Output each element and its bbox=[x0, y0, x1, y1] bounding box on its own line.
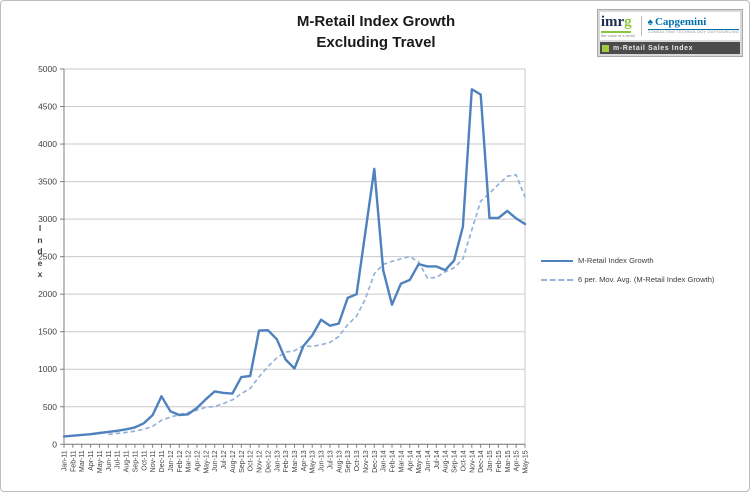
svg-text:4000: 4000 bbox=[38, 139, 57, 149]
legend-label: M-Retail Index Growth bbox=[578, 256, 654, 265]
svg-text:Sep-14: Sep-14 bbox=[452, 450, 459, 473]
svg-text:2000: 2000 bbox=[38, 289, 57, 299]
svg-text:Feb-12: Feb-12 bbox=[177, 450, 184, 472]
capgemini-tagline: CONSULTING TECHNOLOGY OUTSOURCING bbox=[647, 29, 740, 35]
svg-text:Aug-14: Aug-14 bbox=[443, 450, 450, 473]
svg-text:Apr-11: Apr-11 bbox=[88, 450, 95, 471]
chart-title: M-Retail Index Growth Excluding Travel bbox=[1, 11, 749, 53]
brand-divider bbox=[640, 16, 642, 36]
axes bbox=[60, 68, 526, 448]
svg-text:Apr-14: Apr-14 bbox=[407, 450, 414, 471]
svg-text:Jan-11: Jan-11 bbox=[62, 450, 69, 471]
svg-text:Mar-11: Mar-11 bbox=[79, 450, 86, 472]
svg-text:Apr-13: Apr-13 bbox=[301, 450, 308, 471]
svg-text:5000: 5000 bbox=[38, 64, 57, 74]
spade-icon: ♠ bbox=[647, 16, 653, 28]
series-index-growth bbox=[62, 88, 527, 438]
svg-text:Nov-13: Nov-13 bbox=[363, 450, 370, 473]
svg-text:Jun-13: Jun-13 bbox=[319, 450, 326, 472]
svg-text:Apr-15: Apr-15 bbox=[514, 450, 521, 471]
y-axis-labels: 0 500 1000 1500 2000 2500 3000 3500 4000 4500 5000 bbox=[38, 64, 57, 449]
svg-text:Nov-14: Nov-14 bbox=[469, 450, 476, 473]
svg-text:Nov-12: Nov-12 bbox=[257, 450, 264, 473]
imrg-logo: imrg the voice of e-retail bbox=[600, 13, 635, 38]
svg-text:Feb-13: Feb-13 bbox=[283, 450, 290, 472]
brand-panel: imrg the voice of e-retail ♠ Capgemini C… bbox=[597, 9, 743, 57]
chart-title-line1: M-Retail Index Growth bbox=[296, 13, 456, 30]
svg-text:Sep-13: Sep-13 bbox=[345, 450, 352, 473]
svg-text:Feb-11: Feb-11 bbox=[70, 450, 77, 472]
imrg-green-bar bbox=[600, 30, 631, 33]
svg-text:Oct-12: Oct-12 bbox=[248, 450, 255, 471]
chart-legend: M-Retail Index Growth 6 per. Mov. Avg. (… bbox=[541, 256, 749, 294]
svg-text:3000: 3000 bbox=[38, 214, 57, 224]
chart-title-line2: Excluding Travel bbox=[316, 34, 436, 51]
svg-text:Jun-14: Jun-14 bbox=[425, 450, 432, 472]
x-axis-labels: Jan-11 Feb-11 Mar-11 Apr-11 May-11 Jun-11 Jul-… bbox=[62, 450, 530, 473]
svg-text:2500: 2500 bbox=[38, 252, 57, 262]
series-moving-average bbox=[108, 173, 526, 436]
svg-text:0: 0 bbox=[52, 439, 57, 449]
svg-text:Mar-13: Mar-13 bbox=[292, 450, 299, 472]
svg-text:May-13: May-13 bbox=[310, 450, 317, 473]
svg-text:Jul-14: Jul-14 bbox=[434, 450, 441, 469]
gridlines bbox=[64, 106, 525, 408]
svg-text:Jan-14: Jan-14 bbox=[381, 450, 388, 472]
svg-text:Apr-12: Apr-12 bbox=[194, 450, 201, 471]
brand-logos: imrg the voice of e-retail ♠ Capgemini C… bbox=[600, 12, 740, 40]
svg-text:Oct-11: Oct-11 bbox=[141, 450, 148, 471]
imrg-logo-g: g bbox=[624, 13, 632, 30]
svg-text:Oct-14: Oct-14 bbox=[460, 450, 467, 471]
svg-text:1000: 1000 bbox=[38, 364, 57, 374]
svg-text:1500: 1500 bbox=[38, 327, 57, 337]
legend-entry-index-growth: M-Retail Index Growth bbox=[541, 256, 749, 265]
brand-banner: m-Retail Sales Index bbox=[600, 42, 740, 54]
svg-text:Jun-11: Jun-11 bbox=[106, 450, 113, 471]
svg-text:May-15: May-15 bbox=[523, 450, 530, 473]
svg-text:Jan-12: Jan-12 bbox=[168, 450, 175, 472]
svg-text:500: 500 bbox=[43, 402, 57, 412]
svg-text:4500: 4500 bbox=[38, 102, 57, 112]
svg-text:May-14: May-14 bbox=[416, 450, 423, 473]
svg-text:Feb-15: Feb-15 bbox=[496, 450, 503, 472]
svg-text:Aug-13: Aug-13 bbox=[336, 450, 343, 473]
banner-text: m-Retail Sales Index bbox=[613, 44, 694, 52]
svg-text:Aug-12: Aug-12 bbox=[230, 450, 237, 473]
svg-text:Sep-11: Sep-11 bbox=[132, 450, 139, 472]
svg-text:Jul-13: Jul-13 bbox=[327, 450, 334, 469]
svg-text:May-11: May-11 bbox=[97, 450, 104, 473]
svg-text:Feb-14: Feb-14 bbox=[390, 450, 397, 472]
svg-text:Jan-15: Jan-15 bbox=[487, 450, 494, 472]
svg-text:Sep-12: Sep-12 bbox=[239, 450, 246, 473]
legend-solid-line-swatch bbox=[541, 259, 573, 262]
imrg-logo-text: imr bbox=[600, 13, 625, 30]
svg-text:Oct-13: Oct-13 bbox=[354, 450, 361, 471]
svg-text:Jan-13: Jan-13 bbox=[274, 450, 281, 472]
svg-text:Jul-11: Jul-11 bbox=[115, 450, 122, 469]
svg-text:Jul-12: Jul-12 bbox=[221, 450, 228, 469]
svg-text:Mar-14: Mar-14 bbox=[398, 450, 405, 472]
svg-text:3500: 3500 bbox=[38, 177, 57, 187]
banner-accent-square bbox=[602, 44, 609, 52]
svg-text:May-12: May-12 bbox=[203, 450, 210, 473]
legend-dashed-line-swatch bbox=[541, 278, 573, 281]
svg-text:Mar-15: Mar-15 bbox=[505, 450, 512, 472]
legend-label: 6 per. Mov. Avg. (M-Retail Index Growth) bbox=[578, 275, 715, 284]
svg-text:Aug-11: Aug-11 bbox=[124, 450, 131, 472]
svg-text:Nov-11: Nov-11 bbox=[150, 450, 157, 472]
capgemini-logo-text: Capgemini bbox=[654, 16, 707, 29]
svg-text:Mar-12: Mar-12 bbox=[186, 450, 193, 472]
svg-text:Dec-13: Dec-13 bbox=[372, 450, 379, 473]
imrg-tagline: the voice of e-retail bbox=[600, 32, 635, 38]
capgemini-logo: ♠ Capgemini CONSULTING TECHNOLOGY OUTSOU… bbox=[647, 16, 740, 35]
svg-text:Jun-12: Jun-12 bbox=[212, 450, 219, 472]
svg-text:Dec-11: Dec-11 bbox=[159, 450, 166, 472]
legend-entry-moving-average: 6 per. Mov. Avg. (M-Retail Index Growth) bbox=[541, 275, 749, 284]
svg-text:Dec-12: Dec-12 bbox=[265, 450, 272, 473]
svg-text:Dec-14: Dec-14 bbox=[478, 450, 485, 473]
